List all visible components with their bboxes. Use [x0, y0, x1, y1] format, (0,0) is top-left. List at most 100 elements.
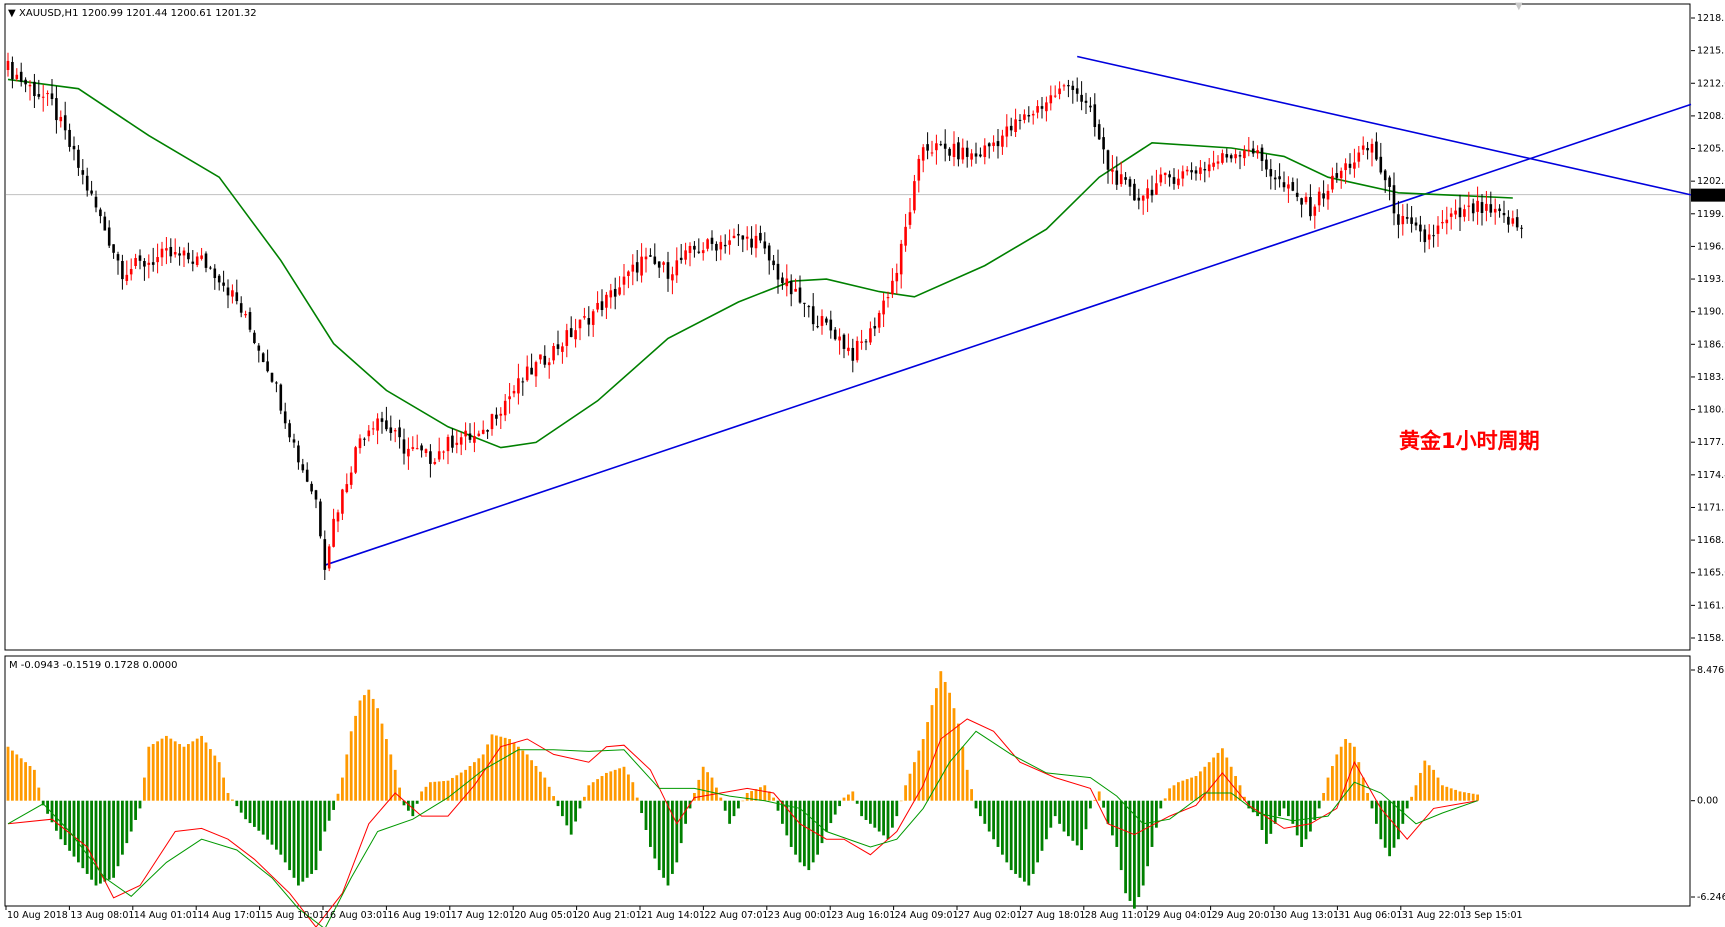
candle-body	[433, 461, 437, 464]
candle-body	[613, 288, 617, 297]
candle-body	[935, 143, 938, 151]
candle-body	[1023, 114, 1026, 120]
candle-body	[473, 436, 476, 443]
candle-body	[429, 451, 432, 464]
candle-body	[121, 260, 124, 280]
candle-body	[486, 430, 489, 432]
histogram-bar	[231, 799, 234, 801]
histogram-bar	[125, 800, 129, 844]
histogram-bar	[829, 800, 833, 824]
scroll-marker-icon[interactable]: ▼	[1515, 1, 1523, 12]
candle-body	[195, 256, 199, 266]
histogram-bar	[1168, 788, 1171, 801]
chart-dropdown-icon[interactable]: ▼	[8, 8, 16, 19]
histogram-bar	[1436, 777, 1440, 801]
histogram-bar	[253, 800, 256, 827]
candle-body	[288, 423, 291, 438]
histogram-bar	[1353, 746, 1356, 801]
candle-body	[882, 300, 885, 315]
candle-body	[156, 257, 159, 263]
histogram-bar	[807, 800, 811, 871]
candle-body	[926, 144, 929, 151]
histogram-bar	[213, 755, 217, 801]
candle-body	[310, 483, 313, 492]
candle-body	[1093, 104, 1097, 128]
candle-body	[33, 81, 36, 97]
histogram-bar	[1225, 757, 1229, 801]
candle-body	[147, 262, 151, 265]
histogram-bar	[1141, 800, 1145, 886]
candle-body	[1370, 143, 1374, 153]
candle-body	[1225, 154, 1229, 158]
candle-body	[283, 411, 287, 424]
histogram-bar	[1212, 757, 1215, 801]
candle-body	[1221, 153, 1224, 163]
histogram-bar	[415, 800, 419, 804]
candle-body	[1458, 207, 1462, 218]
histogram-bar	[605, 772, 608, 801]
candle-body	[209, 267, 212, 269]
candle-body	[904, 226, 907, 246]
time-tick-label: 15 Aug 10:01	[261, 910, 325, 921]
candle-body	[151, 262, 155, 265]
histogram-bar	[327, 800, 331, 821]
candle-body	[50, 93, 54, 99]
candle-body	[143, 261, 146, 267]
candle-body	[957, 142, 960, 160]
histogram-bar	[838, 800, 841, 807]
candle-body	[6, 60, 10, 71]
candle-body	[1058, 88, 1061, 95]
histogram-bar	[1379, 800, 1383, 840]
candle-body	[745, 236, 749, 239]
histogram-bar	[129, 800, 133, 832]
histogram-bar	[644, 800, 648, 830]
candle-body	[1040, 106, 1044, 109]
candle-body	[235, 292, 239, 302]
candle-body	[684, 250, 687, 260]
time-tick-label: 29 Aug 04:01	[1148, 910, 1212, 921]
candle-body	[1291, 182, 1295, 191]
price-tick-label: 1202.60	[1697, 176, 1725, 187]
histogram-bar	[442, 781, 445, 801]
time-tick-label: 27 Aug 02:01	[958, 910, 1022, 921]
candle-body	[415, 448, 419, 450]
histogram-bar	[1146, 800, 1149, 867]
histogram-bar	[882, 800, 885, 836]
histogram-bar	[1388, 800, 1391, 857]
histogram-bar	[1265, 800, 1268, 844]
candle-body	[961, 147, 965, 160]
histogram-bar	[930, 705, 934, 801]
histogram-bar	[873, 800, 877, 828]
histogram-bar	[987, 800, 991, 832]
candle-body	[495, 414, 498, 419]
histogram-bar	[767, 791, 771, 801]
candle-body	[1203, 169, 1207, 171]
candle-body	[1001, 135, 1004, 147]
candle-body	[622, 276, 626, 285]
candle-body	[503, 400, 507, 416]
histogram-bar	[455, 775, 459, 801]
histogram-bar	[385, 739, 388, 801]
candle-body	[138, 255, 142, 261]
histogram-bar	[1216, 752, 1220, 801]
candle-body	[1106, 150, 1110, 170]
histogram-bar	[209, 749, 212, 801]
candle-body	[539, 354, 542, 360]
candle-body	[1322, 193, 1325, 199]
candle-body	[1150, 189, 1154, 196]
histogram-bar	[1287, 800, 1290, 817]
candle-body	[59, 116, 63, 122]
price-tick-label: 1193.20	[1697, 274, 1725, 285]
histogram-bar	[217, 762, 221, 801]
histogram-bar	[1357, 762, 1361, 801]
histogram-bar	[869, 800, 872, 824]
histogram-bar	[1018, 800, 1022, 878]
histogram-bar	[1317, 800, 1321, 809]
histogram-bar	[816, 800, 819, 855]
candle-body	[213, 268, 217, 279]
histogram-bar	[662, 800, 665, 878]
candle-body	[587, 318, 591, 325]
candle-body	[1075, 88, 1079, 94]
candle-body	[437, 451, 441, 460]
